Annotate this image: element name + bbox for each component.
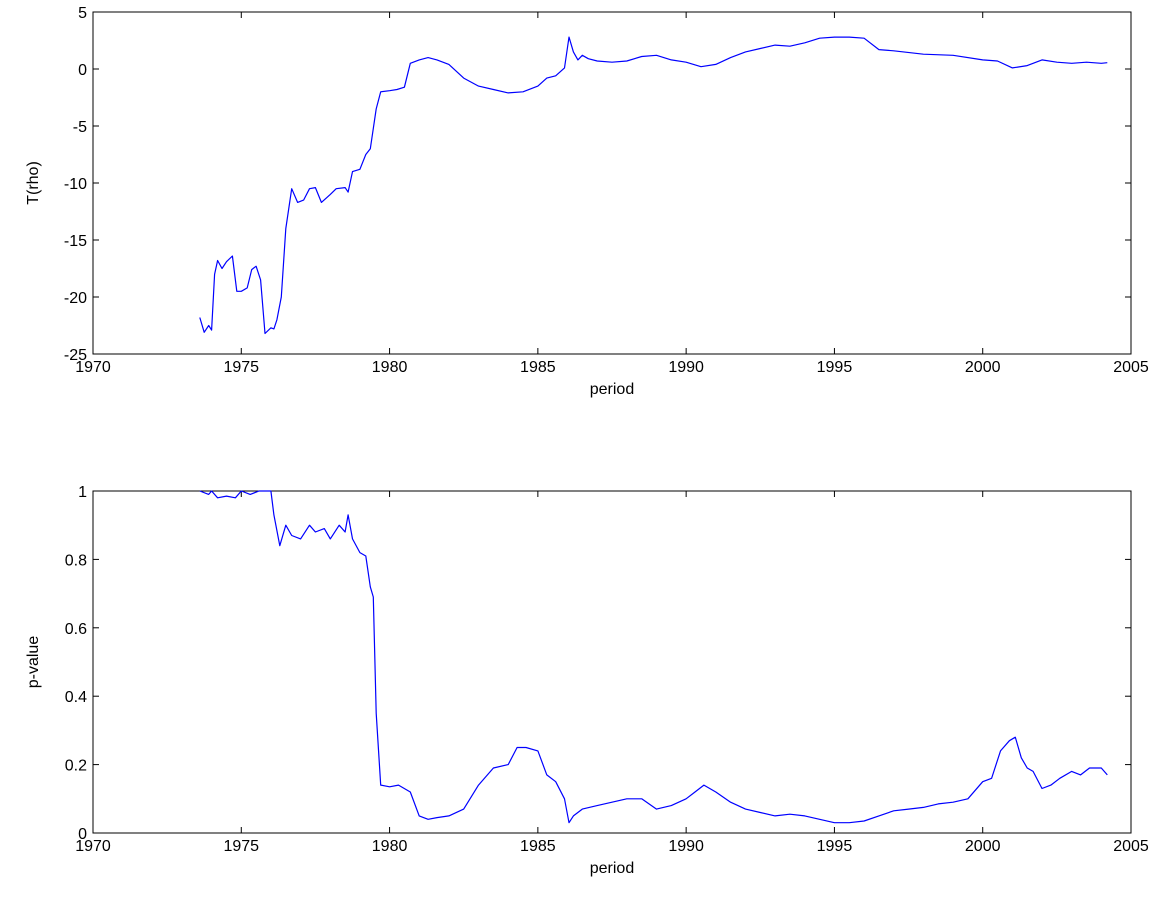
y-tick-label: -20 (64, 290, 87, 307)
y-tick-label: 0.8 (65, 552, 87, 569)
y-tick-label: 0.4 (65, 689, 87, 706)
x-tick-label: 2005 (1113, 359, 1149, 376)
y-tick-label: 0 (78, 826, 87, 843)
y-tick-label: -25 (64, 347, 87, 364)
x-tick-label: 2005 (1113, 838, 1149, 855)
x-axis-label: period (590, 860, 634, 877)
y-axis-label: T(rho) (25, 161, 42, 205)
x-tick-label: 1980 (372, 838, 408, 855)
x-tick-label: 1975 (223, 359, 259, 376)
x-tick-label: 1985 (520, 359, 556, 376)
x-tick-label: 2000 (965, 359, 1001, 376)
y-tick-label: 5 (78, 5, 87, 22)
y-tick-label: 0.6 (65, 621, 87, 638)
x-tick-label: 1990 (668, 359, 704, 376)
plot-frame (92, 490, 1132, 834)
x-axis-label: period (590, 381, 634, 398)
y-tick-label: 0 (78, 62, 87, 79)
panel-top-t-rho: 1970 1975 1980 1985 1990 1995 2000 2005 -25 -20 -1… (25, 5, 1149, 398)
x-tick-label: 1975 (223, 838, 259, 855)
y-tick-label: 0.2 (65, 758, 87, 775)
panel-bottom-p-value: 1970 1975 1980 1985 1990 1995 2000 2005 0 0.2 0.4 0… (25, 484, 1149, 877)
x-tick-label: 1995 (817, 359, 853, 376)
series-line (199, 36, 1108, 335)
x-tick-label: 1990 (668, 838, 704, 855)
series-line (199, 490, 1108, 824)
x-tick-label: 1970 (75, 359, 111, 376)
plot-frame (92, 11, 1132, 355)
y-axis-label: p-value (25, 636, 42, 689)
x-tick-label: 1985 (520, 838, 556, 855)
x-tick-label: 1970 (75, 838, 111, 855)
y-tick-label: -5 (73, 119, 87, 136)
x-tick-label: 2000 (965, 838, 1001, 855)
y-tick-label: 1 (78, 484, 87, 501)
x-tick-label: 1980 (372, 359, 408, 376)
x-tick-label: 1995 (817, 838, 853, 855)
y-tick-label: -10 (64, 176, 87, 193)
y-tick-label: -15 (64, 233, 87, 250)
